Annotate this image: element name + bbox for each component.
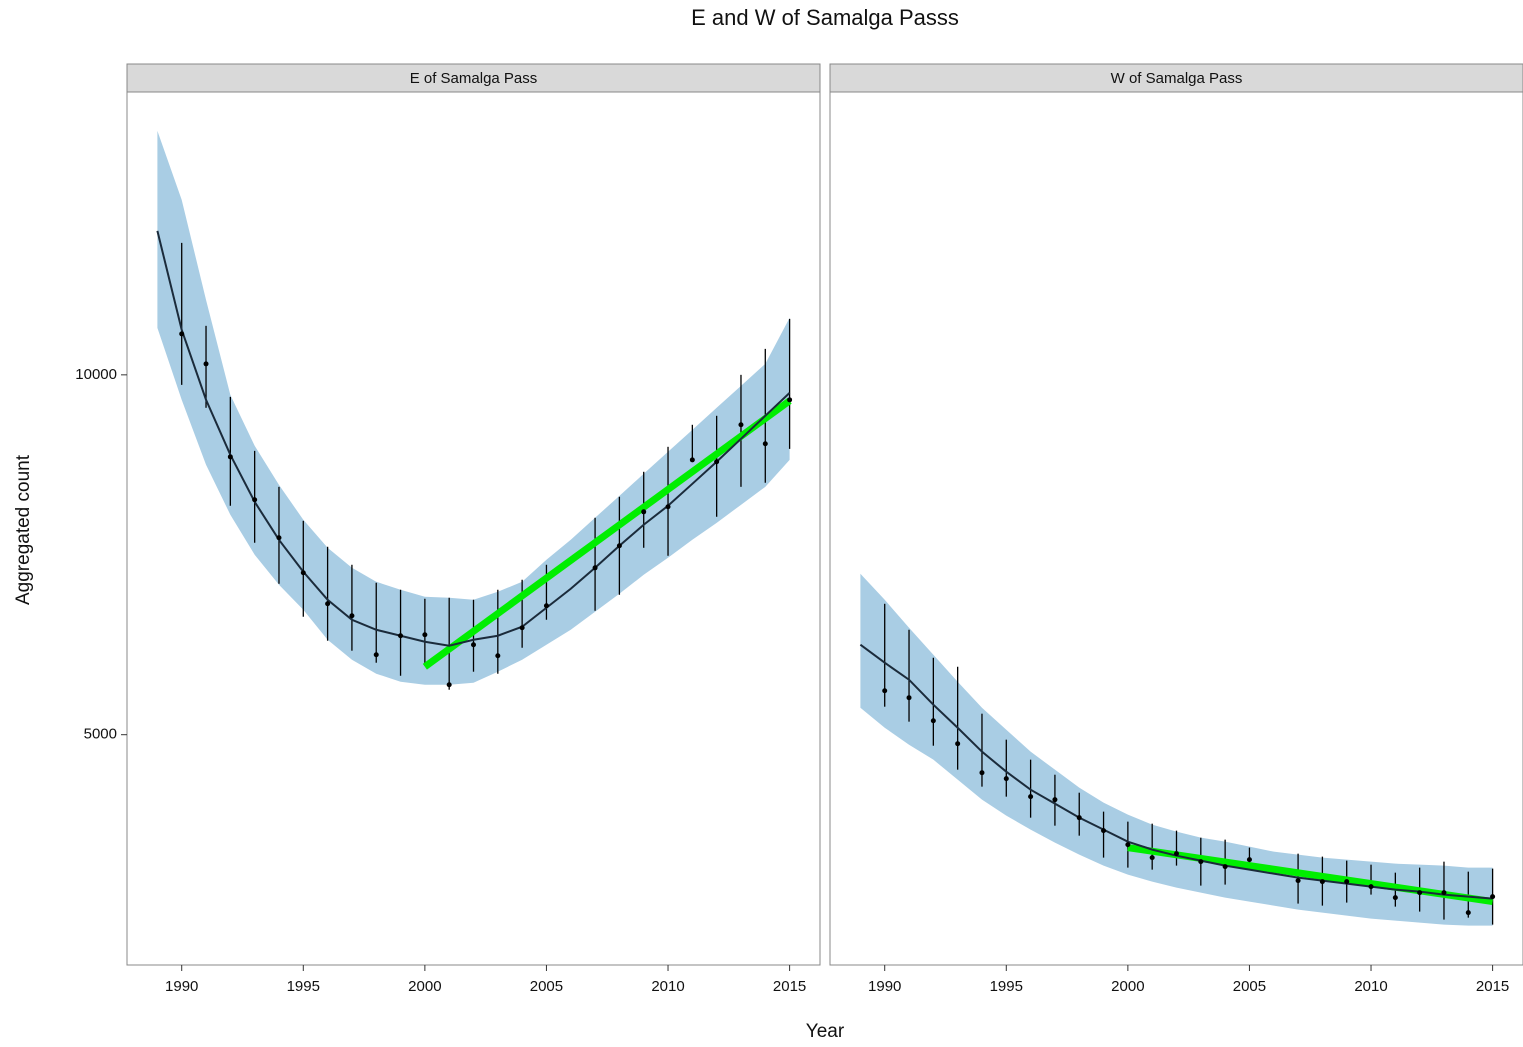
point xyxy=(714,459,720,465)
point xyxy=(1417,890,1423,896)
panel xyxy=(126,91,821,966)
strip xyxy=(126,63,821,93)
point xyxy=(373,652,379,658)
panel-title: W of Samalga Pass xyxy=(1111,70,1243,87)
point xyxy=(616,543,622,549)
point xyxy=(543,603,549,609)
point xyxy=(471,642,476,648)
point xyxy=(349,613,355,619)
point xyxy=(1368,884,1374,890)
point xyxy=(1465,910,1471,916)
point xyxy=(1295,878,1301,884)
point xyxy=(1246,857,1252,863)
point xyxy=(930,718,936,724)
x-axis-title: Year xyxy=(806,1021,845,1042)
point xyxy=(227,454,233,460)
strip xyxy=(829,63,1523,93)
x-tick-label: 2010 xyxy=(1354,978,1387,995)
point xyxy=(1490,894,1496,900)
x-tick-label: 2005 xyxy=(530,978,563,995)
y-tick-label: 10000 xyxy=(75,366,117,383)
point xyxy=(446,682,452,688)
point xyxy=(738,422,744,428)
panel-title: E of Samalga Pass xyxy=(410,70,538,87)
point xyxy=(519,625,525,631)
point xyxy=(689,457,695,463)
x-tick-label: 1995 xyxy=(287,978,320,995)
point xyxy=(665,504,671,510)
point xyxy=(1052,797,1058,803)
x-tick-label: 1990 xyxy=(165,978,198,995)
point xyxy=(398,633,404,639)
x-tick-label: 2005 xyxy=(1233,978,1266,995)
point xyxy=(1392,895,1398,901)
x-tick-label: 1990 xyxy=(868,978,901,995)
point xyxy=(1222,864,1228,870)
point xyxy=(1003,776,1009,782)
point xyxy=(1076,815,1082,821)
panel xyxy=(829,91,1523,966)
point xyxy=(1101,828,1107,834)
x-tick-label: 2000 xyxy=(408,978,441,995)
x-tick-label: 1995 xyxy=(990,978,1023,995)
point xyxy=(252,497,258,503)
x-tick-label: 2015 xyxy=(1476,978,1509,995)
chart-title: E and W of Samalga Passs xyxy=(691,5,959,30)
point xyxy=(422,632,428,638)
point xyxy=(1319,879,1325,885)
point xyxy=(495,653,501,659)
x-tick-label: 2015 xyxy=(773,978,806,995)
x-tick-label: 2000 xyxy=(1111,978,1144,995)
y-axis-title: Aggregated count xyxy=(13,454,34,605)
point xyxy=(1441,890,1447,896)
point xyxy=(1174,851,1179,857)
point xyxy=(179,331,185,337)
point xyxy=(762,441,768,447)
point xyxy=(979,770,985,776)
point xyxy=(906,695,912,701)
point xyxy=(276,535,282,541)
point xyxy=(300,570,306,576)
confidence-band xyxy=(157,130,790,685)
point xyxy=(955,741,961,747)
x-tick-label: 2010 xyxy=(651,978,684,995)
y-tick-label: 5000 xyxy=(84,726,117,743)
point xyxy=(787,397,793,403)
point xyxy=(203,361,209,367)
point xyxy=(325,601,331,607)
point xyxy=(1198,859,1204,865)
point xyxy=(1344,879,1350,885)
point xyxy=(592,565,598,571)
point xyxy=(1125,842,1131,848)
point xyxy=(1028,794,1034,800)
fit-line xyxy=(156,230,791,647)
point xyxy=(882,688,888,694)
point xyxy=(1149,855,1155,861)
point xyxy=(641,509,647,515)
trend-line xyxy=(422,397,792,670)
